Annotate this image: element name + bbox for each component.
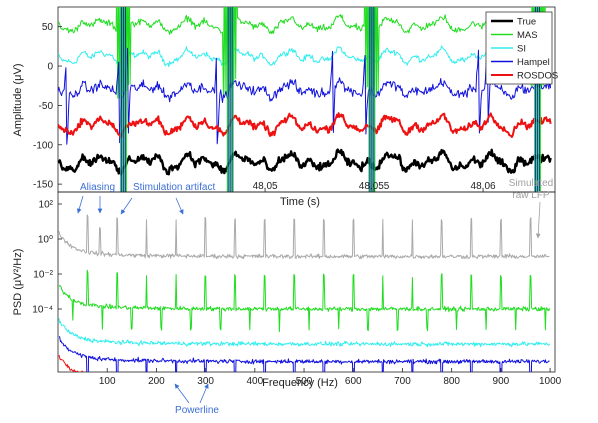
psd-panel: 10² 10⁰ 10⁻² 10⁻⁴ 100 200 300 400 500 600 700 800 9… (12, 178, 562, 416)
stimulation-arrow-right (175, 197, 184, 215)
stimulation-annotation: Stimulation artifact (133, 182, 215, 193)
powerline-arrow-left (174, 383, 190, 404)
time-series-true (58, 148, 552, 176)
psd-y-axis-label: PSD (μV²/Hz) (12, 249, 24, 316)
legend-label-true: True (517, 17, 536, 28)
psd-series-true (59, 391, 550, 416)
annotations: Aliasing Stimulation artifact Simulated … (76, 178, 553, 416)
psd-x-tick-label: 500 (296, 376, 313, 387)
time-y-tick-label: 0 (47, 62, 53, 73)
simulated-raw-arrow (535, 201, 541, 239)
legend: True MAS SI Hampel ROSDOS (485, 11, 558, 85)
psd-x-tick-label: 900 (493, 376, 510, 387)
simulated-raw-annotation-line2: raw LFP (512, 190, 550, 201)
legend-label-rosdos: ROSDOS (517, 71, 558, 82)
legend-label-hampel: Hampel (517, 57, 550, 68)
psd-x-ticks: 100 200 300 400 500 600 700 800 900 1000 (99, 368, 562, 387)
time-x-tick-label: 48.055 (359, 181, 390, 192)
aliasing-arrow-2 (76, 195, 84, 214)
psd-series-hampel (58, 336, 550, 372)
psd-x-tick-label: 300 (197, 376, 214, 387)
time-y-tick-label: -100 (33, 140, 53, 151)
legend-label-si: SI (517, 44, 526, 55)
psd-x-tick-label: 700 (394, 376, 411, 387)
powerline-annotation: Powerline (175, 405, 219, 416)
aliasing-annotation: Aliasing (80, 182, 115, 193)
legend-label-mas: MAS (517, 30, 538, 41)
psd-x-axis-label: Frequency (Hz) (262, 377, 338, 389)
psd-x-tick-label: 600 (345, 376, 362, 387)
psd-series-si (58, 318, 550, 348)
psd-x-tick-label: 800 (443, 376, 460, 387)
psd-plot-frame (57, 191, 556, 373)
time-x-tick-label: 48.05 (253, 181, 278, 192)
time-y-ticks: 50 0 -50 -100 -150 (33, 22, 62, 191)
psd-y-tick-label: 10² (39, 200, 54, 211)
time-y-tick-label: -50 (39, 101, 54, 112)
time-y-tick-label: 50 (42, 22, 54, 33)
psd-x-tick-label: 1000 (539, 376, 562, 387)
time-series-si (58, 45, 552, 68)
simulated-raw-annotation-line1: Simulated (509, 178, 553, 189)
psd-y-ticks: 10² 10⁰ 10⁻² 10⁻⁴ (32, 200, 62, 316)
time-x-axis-label: Time (s) (280, 196, 320, 208)
psd-x-tick-label: 100 (99, 376, 116, 387)
psd-y-tick-label: 10⁰ (38, 235, 53, 246)
time-series-mas (58, 7, 552, 99)
legend-box (485, 11, 553, 85)
time-y-tick-label: -150 (33, 180, 53, 191)
psd-series-mas (58, 269, 550, 333)
time-y-axis-label: Amplitude (μV) (12, 64, 24, 137)
stimulation-arrow-left (120, 197, 133, 215)
time-x-tick-label: 48.06 (471, 181, 496, 192)
psd-x-tick-label: 200 (148, 376, 165, 387)
time-panel: 50 0 -50 -100 -150 48.05 48.055 48.06 Amplitud… (12, 6, 558, 208)
psd-series-simulated-raw-lfp (58, 214, 550, 260)
psd-series-group (58, 214, 550, 416)
psd-x-tick-label: 400 (246, 376, 263, 387)
time-series-rosdos (58, 112, 552, 139)
time-x-ticks: 48.05 48.055 48.06 (253, 181, 496, 192)
psd-y-tick-label: 10⁻⁴ (32, 305, 53, 316)
powerline-arrow-right (199, 383, 209, 404)
psd-y-tick-label: 10⁻² (33, 270, 53, 281)
time-series-hampel (58, 40, 552, 145)
time-series-group (58, 7, 552, 192)
